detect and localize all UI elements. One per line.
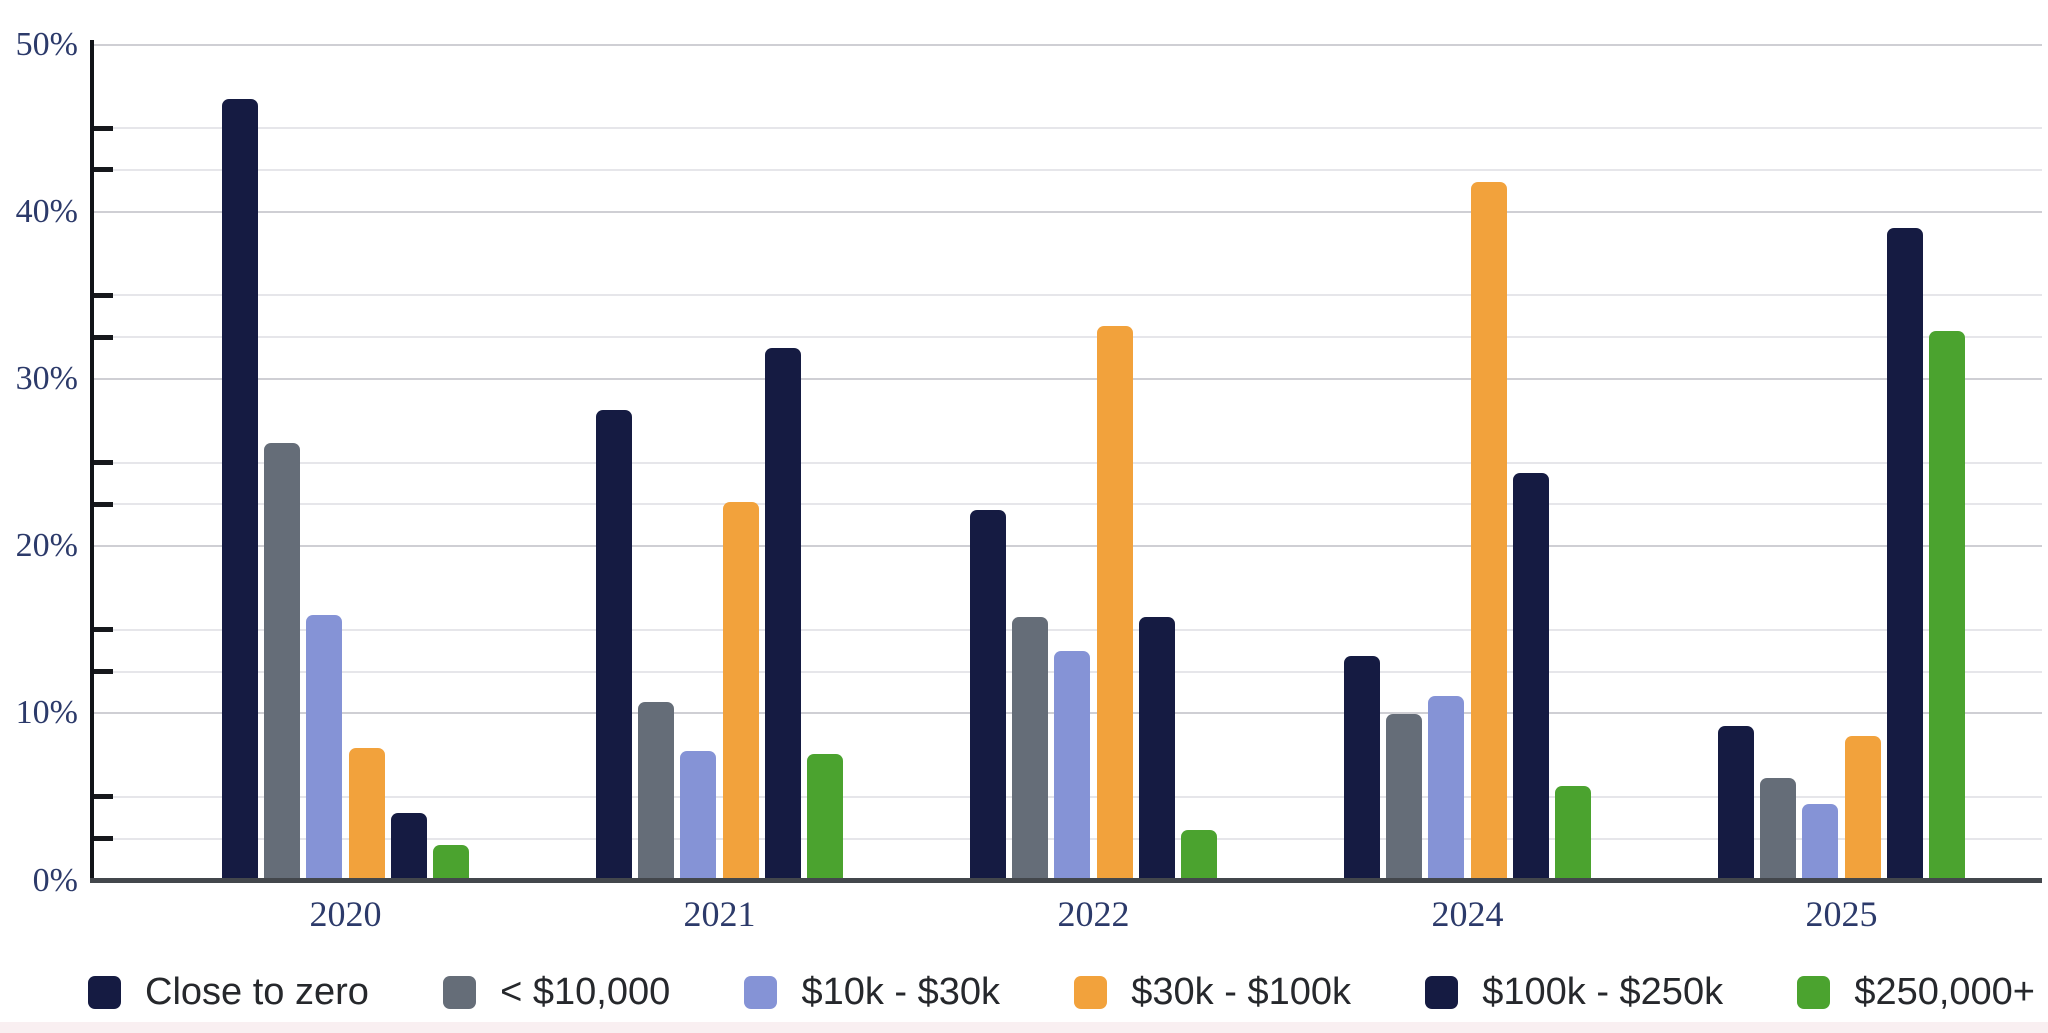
bar-2020-series-0 <box>222 98 258 878</box>
bar-2020-series-1 <box>264 443 301 878</box>
y-axis-line <box>90 40 94 883</box>
legend-item: $100k - $250k <box>1425 971 1723 1014</box>
legend-item: $10k - $30k <box>744 971 1000 1014</box>
legend-label: $30k - $100k <box>1131 970 1351 1013</box>
legend-swatch <box>443 975 477 1009</box>
gridline-major <box>92 43 2042 46</box>
legend-label: < $10,000 <box>500 970 671 1013</box>
bar-2022-series-2 <box>1054 650 1091 878</box>
bar-2022-series-5 <box>1181 829 1217 878</box>
bar-2022-series-1 <box>1012 617 1049 878</box>
y-axis-tick <box>92 836 113 842</box>
y-axis-tick <box>92 334 113 340</box>
y-axis-label: 20% <box>15 527 78 565</box>
legend-label: Close to zero <box>145 970 369 1013</box>
x-axis-label: 2024 <box>1431 894 1504 934</box>
x-axis-label: 2021 <box>683 894 756 934</box>
y-axis-tick <box>92 627 113 633</box>
legend-swatch <box>1074 975 1108 1009</box>
bar-2024-series-1 <box>1386 714 1423 878</box>
bar-2021-series-3 <box>722 501 759 878</box>
bottom-strip <box>0 1022 2048 1033</box>
y-axis-tick <box>92 167 113 173</box>
bar-2021-series-0 <box>596 409 632 878</box>
bar-2024-series-0 <box>1344 655 1380 878</box>
legend-item: $250,000+ <box>1797 971 2035 1014</box>
bar-2025-series-4 <box>1886 227 1923 878</box>
legend-label: $10k - $30k <box>801 970 1001 1013</box>
bar-2025-series-5 <box>1929 331 1965 878</box>
bar-2021-series-2 <box>680 750 717 878</box>
y-axis-label: 40% <box>15 192 78 230</box>
bar-2024-series-4 <box>1512 473 1549 878</box>
y-axis-tick <box>92 125 113 131</box>
legend-item: < $10,000 <box>443 971 670 1014</box>
bar-2024-series-3 <box>1470 182 1507 878</box>
legend-swatch <box>88 975 121 1009</box>
x-axis-line <box>90 878 2042 883</box>
gridline-minor <box>92 503 2042 506</box>
legend-label: $250,000+ <box>1854 970 2035 1013</box>
y-axis-tick <box>92 501 113 507</box>
bar-2020-series-2 <box>306 615 343 878</box>
bar-2022-series-3 <box>1096 326 1133 878</box>
gridline-major <box>92 210 2042 213</box>
bar-2022-series-0 <box>970 510 1006 878</box>
bar-2024-series-5 <box>1555 786 1591 878</box>
y-axis-label: 10% <box>15 694 78 732</box>
legend-swatch <box>744 975 778 1009</box>
gridline-major <box>92 377 2042 380</box>
gridline-minor <box>92 461 2042 464</box>
legend-swatch <box>1425 975 1459 1009</box>
gridline-major <box>92 545 2042 548</box>
gridline-minor <box>92 127 2042 130</box>
gridline-minor <box>92 336 2042 339</box>
y-axis-tick <box>92 460 113 465</box>
bar-2025-series-3 <box>1844 735 1881 878</box>
y-axis-label: 50% <box>15 25 78 63</box>
legend-swatch <box>1797 975 1831 1009</box>
bar-2020-series-4 <box>390 812 427 878</box>
legend: Close to zero < $10,000 $10k - $30k $30k - … <box>88 970 2035 1014</box>
gridline-minor <box>92 168 2042 171</box>
gridline-minor <box>92 294 2042 297</box>
bar-2025-series-1 <box>1760 777 1797 878</box>
bar-2021-series-1 <box>638 702 675 878</box>
bar-2021-series-4 <box>764 347 801 878</box>
y-axis-tick <box>92 794 113 800</box>
y-axis-label: 0% <box>32 861 78 899</box>
bar-2020-series-3 <box>348 747 385 878</box>
legend-label: $100k - $250k <box>1482 970 1724 1013</box>
bar-2025-series-2 <box>1802 804 1839 878</box>
bar-2020-series-5 <box>433 844 469 878</box>
bar-2021-series-5 <box>807 754 843 878</box>
x-axis-label: 2022 <box>1057 894 1130 934</box>
x-axis-label: 2025 <box>1805 894 1878 934</box>
legend-item: $30k - $100k <box>1074 971 1351 1014</box>
y-axis-tick <box>92 292 113 298</box>
y-axis-label: 30% <box>15 359 78 397</box>
gridline-minor <box>92 628 2042 631</box>
y-axis-tick <box>92 669 113 674</box>
legend-item: Close to zero <box>88 971 369 1014</box>
bar-2022-series-4 <box>1138 617 1175 878</box>
bar-2024-series-2 <box>1428 695 1465 878</box>
x-axis-label: 2020 <box>309 894 382 934</box>
bar-2025-series-0 <box>1718 725 1754 878</box>
